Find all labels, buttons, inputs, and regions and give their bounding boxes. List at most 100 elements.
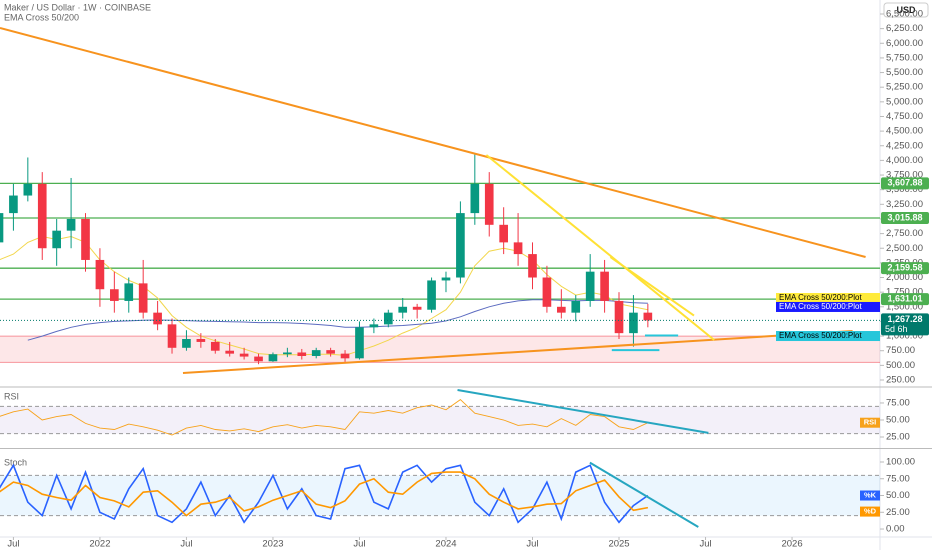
indicator-line bbox=[0, 471, 649, 517]
x-tick-label: 2024 bbox=[435, 539, 456, 550]
candle-body bbox=[326, 350, 335, 354]
y-tick-label: 6,250.00 bbox=[886, 23, 923, 34]
candle-body bbox=[557, 306, 566, 313]
y-tick-label: 2,750.00 bbox=[886, 228, 923, 239]
candle-body bbox=[9, 195, 18, 214]
y-tick-label: 4,500.00 bbox=[886, 126, 923, 137]
series-box bbox=[860, 417, 880, 428]
candle-body bbox=[484, 183, 494, 225]
pane bbox=[0, 461, 880, 528]
candle-body bbox=[629, 312, 638, 334]
y-tick-label: 4,750.00 bbox=[886, 111, 923, 122]
y-tick-label: 2,500.00 bbox=[886, 243, 923, 254]
y-tick-label: 6,000.00 bbox=[886, 38, 923, 49]
x-tick-label: Jul bbox=[353, 539, 365, 550]
level-box bbox=[881, 262, 929, 275]
y-tick-label: 250.00 bbox=[886, 375, 915, 386]
candle-body bbox=[441, 277, 451, 281]
plot-label-box bbox=[776, 331, 880, 342]
y-tick-label: 750.00 bbox=[886, 345, 915, 356]
y-tick-label: 50.00 bbox=[886, 490, 910, 501]
x-tick-label: Jul bbox=[526, 539, 538, 550]
candle-body bbox=[182, 339, 191, 348]
currency-box: USD bbox=[883, 2, 929, 18]
candle-body bbox=[81, 218, 90, 260]
rsi-title: RSI bbox=[4, 391, 19, 401]
candle-body bbox=[210, 341, 220, 351]
candle-body bbox=[0, 213, 4, 243]
trendline bbox=[485, 154, 715, 341]
x-tick-label: Jul bbox=[699, 539, 711, 550]
y-tick-label: 5,750.00 bbox=[886, 52, 923, 63]
y-tick-label: 1,500.00 bbox=[886, 301, 923, 312]
y-tick-label: 5,000.00 bbox=[886, 96, 923, 107]
y-tick-label: 25.00 bbox=[886, 432, 910, 443]
level-label: 3,015.88 bbox=[887, 212, 922, 222]
indicator-line bbox=[0, 399, 649, 436]
candle-body bbox=[110, 289, 119, 301]
candle-body bbox=[585, 271, 595, 301]
candle-body bbox=[383, 312, 393, 325]
level-box bbox=[881, 293, 929, 306]
last-price-label: 1,267.28 bbox=[887, 314, 922, 324]
indicator-title: EMA Cross 50/200 bbox=[4, 12, 79, 22]
y-tick-label: 4,000.00 bbox=[886, 155, 923, 166]
level-box bbox=[881, 212, 929, 225]
pane bbox=[0, 389, 880, 436]
candle-body bbox=[542, 277, 552, 307]
y-tick-label: 1,000.00 bbox=[886, 331, 923, 342]
currency-label: USD bbox=[896, 5, 916, 15]
x-tick-label: 2022 bbox=[89, 539, 110, 550]
series-box bbox=[860, 490, 880, 501]
x-tick-label: 2025 bbox=[608, 539, 629, 550]
y-tick-label: 50.00 bbox=[886, 414, 910, 425]
candle-body bbox=[528, 254, 537, 278]
indicator-line bbox=[0, 463, 649, 524]
level-label: 2,159.58 bbox=[887, 263, 922, 273]
candle-body bbox=[369, 324, 379, 328]
y-tick-label: 100.00 bbox=[886, 457, 915, 468]
trendline bbox=[182, 329, 853, 374]
candle-body bbox=[254, 356, 263, 362]
symbol-title: Maker / US Dollar · 1W · COINBASE bbox=[4, 2, 151, 12]
candle-body bbox=[52, 230, 61, 249]
trendline bbox=[609, 256, 695, 317]
candle-body bbox=[412, 306, 422, 310]
trendline bbox=[589, 461, 699, 528]
candle-body bbox=[138, 283, 148, 313]
candle-body bbox=[37, 183, 47, 249]
level-box bbox=[881, 177, 929, 190]
plot-label-box bbox=[776, 301, 880, 312]
x-tick-label: Jul bbox=[180, 539, 192, 550]
currency-box-bg bbox=[883, 2, 929, 18]
plot-label: EMA Cross 50/200:Plot bbox=[779, 331, 862, 340]
candle-body bbox=[297, 352, 307, 356]
last-price-box bbox=[881, 313, 929, 336]
x-tick-label: 2026 bbox=[781, 539, 802, 550]
candle-body bbox=[124, 283, 134, 301]
zone bbox=[0, 336, 880, 363]
band bbox=[0, 475, 880, 516]
candle-body bbox=[340, 353, 350, 359]
candle-body bbox=[614, 300, 624, 334]
y-tick-label: 2,000.00 bbox=[886, 272, 923, 283]
candle-body bbox=[66, 218, 76, 231]
candle-body bbox=[499, 224, 508, 243]
y-tick-label: 6,500.00 bbox=[886, 9, 923, 20]
y-tick-label: 500.00 bbox=[886, 360, 915, 371]
candle-body bbox=[23, 183, 33, 196]
candle-body bbox=[643, 312, 653, 321]
ema-line bbox=[0, 235, 648, 356]
candle-body bbox=[283, 352, 292, 355]
y-tick-label: 3,250.00 bbox=[886, 199, 923, 210]
y-tick-label: 1,750.00 bbox=[886, 287, 923, 298]
level-label: 3,607.88 bbox=[887, 178, 922, 188]
series-label: %K bbox=[864, 490, 877, 499]
candle-body bbox=[95, 259, 105, 290]
y-tick-label: 5,250.00 bbox=[886, 82, 923, 93]
candle-body bbox=[225, 350, 235, 354]
plot-label-box bbox=[776, 293, 880, 304]
x-tick-label: 2023 bbox=[262, 539, 283, 550]
plot-label: EMA Cross 50/200:Plot bbox=[779, 293, 862, 302]
candle-body bbox=[239, 353, 249, 357]
